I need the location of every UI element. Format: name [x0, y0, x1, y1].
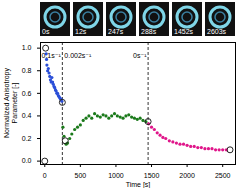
- svg-text:0.1s⁻¹: 0.1s⁻¹: [42, 52, 62, 59]
- svg-text:0s⁻¹: 0s⁻¹: [133, 52, 147, 59]
- svg-text:500: 500: [75, 172, 87, 179]
- svg-text:0.2: 0.2: [22, 135, 32, 142]
- svg-text:1500: 1500: [144, 172, 160, 179]
- svg-text:0.002s⁻¹: 0.002s⁻¹: [64, 52, 92, 59]
- html-text:0s: 0s: [42, 28, 50, 35]
- html-text:288s: 288s: [141, 28, 157, 35]
- html-text:12s: 12s: [75, 28, 87, 35]
- html-text:1452s: 1452s: [174, 28, 194, 35]
- svg-text:Time [s]: Time [s]: [126, 181, 151, 189]
- svg-text:0.8: 0.8: [22, 67, 32, 74]
- svg-text:1.0: 1.0: [22, 44, 32, 51]
- svg-text:0.4: 0.4: [22, 112, 32, 119]
- svg-text:2500: 2500: [215, 172, 231, 179]
- html-text:247s: 247s: [108, 28, 124, 35]
- svg-text:Normalized AnisotropyParameter: Normalized AnisotropyParameter [-]: [3, 67, 19, 138]
- svg-text:0.6: 0.6: [22, 90, 32, 97]
- svg-text:2000: 2000: [179, 172, 195, 179]
- svg-text:1000: 1000: [108, 172, 124, 179]
- html-text:2603s: 2603s: [207, 28, 227, 35]
- svg-text:0.0: 0.0: [22, 157, 32, 164]
- svg-text:0: 0: [43, 172, 47, 179]
